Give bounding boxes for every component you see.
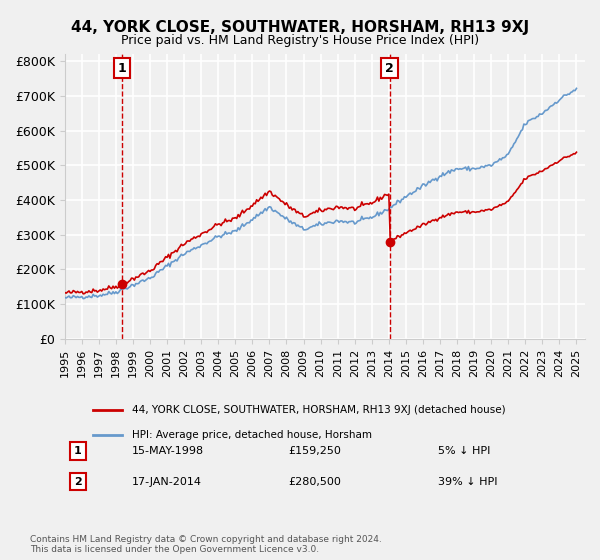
Text: HPI: Average price, detached house, Horsham: HPI: Average price, detached house, Hors… bbox=[132, 430, 372, 440]
Text: 39% ↓ HPI: 39% ↓ HPI bbox=[438, 477, 497, 487]
Text: £280,500: £280,500 bbox=[288, 477, 341, 487]
Text: £159,250: £159,250 bbox=[288, 446, 341, 456]
Text: 15-MAY-1998: 15-MAY-1998 bbox=[132, 446, 204, 456]
Text: 44, YORK CLOSE, SOUTHWATER, HORSHAM, RH13 9XJ: 44, YORK CLOSE, SOUTHWATER, HORSHAM, RH1… bbox=[71, 20, 529, 35]
Text: 2: 2 bbox=[74, 477, 82, 487]
Text: 17-JAN-2014: 17-JAN-2014 bbox=[132, 477, 202, 487]
Text: 44, YORK CLOSE, SOUTHWATER, HORSHAM, RH13 9XJ (detached house): 44, YORK CLOSE, SOUTHWATER, HORSHAM, RH1… bbox=[132, 405, 506, 416]
Text: 1: 1 bbox=[118, 62, 127, 74]
Text: 2: 2 bbox=[385, 62, 394, 74]
Text: 1: 1 bbox=[74, 446, 82, 456]
Text: 5% ↓ HPI: 5% ↓ HPI bbox=[438, 446, 490, 456]
Text: Contains HM Land Registry data © Crown copyright and database right 2024.
This d: Contains HM Land Registry data © Crown c… bbox=[30, 535, 382, 554]
Text: Price paid vs. HM Land Registry's House Price Index (HPI): Price paid vs. HM Land Registry's House … bbox=[121, 34, 479, 46]
